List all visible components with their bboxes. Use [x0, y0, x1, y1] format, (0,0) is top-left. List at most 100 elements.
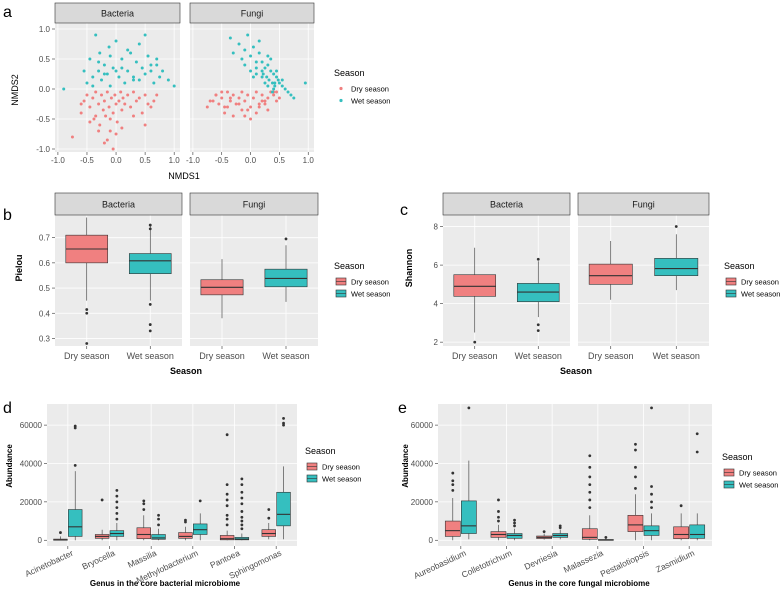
box-outlier [588, 454, 592, 458]
box-outlier [497, 498, 500, 502]
box-outlier [198, 499, 202, 503]
legend-label-dry: Dry season [351, 278, 389, 287]
x-tick-label: 0.5 [140, 156, 152, 165]
scatter-point [270, 81, 274, 85]
scatter-point [85, 81, 89, 85]
panel-letter-b: b [3, 207, 12, 224]
legend-label-wet: Wet season [351, 290, 390, 299]
legend-title: Season [305, 446, 336, 456]
x-tick-label: Acinetobacter [23, 548, 74, 579]
panel-background [190, 23, 314, 152]
legend-label-wet: Wet season [351, 97, 390, 106]
box-outlier [588, 490, 592, 494]
x-tick-label: Dry season [64, 351, 110, 361]
scatter-point [97, 60, 101, 64]
box-outlier [451, 479, 455, 483]
boxplot [151, 513, 166, 541]
box-outlier [451, 471, 455, 475]
box-outlier [536, 323, 540, 327]
scatter-point [251, 96, 255, 100]
box-iqr [136, 527, 151, 540]
scatter-point [91, 75, 95, 79]
box-outlier [240, 490, 244, 494]
x-tick-label: -1.0 [51, 156, 65, 165]
scatter-point [266, 63, 270, 67]
scatter-point [292, 96, 296, 100]
box-outlier [115, 500, 119, 504]
scatter-point [261, 72, 265, 76]
scatter-point [283, 87, 287, 91]
box-outlier [115, 517, 119, 521]
scatter-series [70, 90, 159, 151]
y-tick-label: 0.0 [39, 85, 51, 94]
boxplot [193, 499, 208, 541]
scatter-point [231, 93, 235, 97]
boxplot [53, 531, 68, 541]
scatter-series [228, 33, 307, 100]
scatter-point [260, 99, 264, 103]
facet-strip [189, 2, 315, 24]
scatter-point [246, 93, 250, 97]
scatter-point [243, 114, 247, 118]
box-outlier [142, 502, 146, 506]
box-outlier [157, 517, 160, 521]
panel-letter-e: e [398, 400, 407, 417]
box-outlier [100, 498, 104, 502]
boxplot [264, 237, 308, 302]
scatter-point [231, 51, 235, 55]
box-iqr [588, 263, 633, 285]
scatter-point [131, 75, 135, 79]
box-outlier [536, 257, 540, 261]
box-outlier [115, 494, 119, 498]
box-outlier [473, 340, 477, 344]
x-tick-label: Dry season [452, 351, 498, 361]
y-tick-label: 0 [429, 536, 434, 545]
facet-strip [54, 192, 183, 216]
scatter-point [137, 96, 141, 100]
scatter-point [155, 93, 159, 97]
scatter-point [275, 90, 279, 94]
box-outlier [225, 513, 229, 517]
scatter-point [79, 111, 83, 115]
panel-background [438, 404, 712, 546]
box-outlier [240, 527, 244, 531]
box-outlier [634, 448, 637, 452]
scatter-point [92, 117, 96, 121]
scatter-point [126, 93, 130, 97]
scatter-point [214, 93, 218, 97]
box-outlier [284, 237, 288, 241]
scatter-point [246, 108, 250, 112]
scatter-point [82, 69, 86, 73]
scatter-point [114, 69, 118, 73]
box-outlier [225, 433, 229, 437]
scatter-point [225, 105, 229, 109]
scatter-point [269, 69, 273, 73]
box-outlier [142, 508, 146, 511]
scatter-point [266, 54, 270, 58]
box-outlier [240, 496, 244, 500]
box-outlier [73, 424, 77, 428]
x-axis-title: Genus in the core bacterial microbiome [90, 579, 241, 588]
boxplot [461, 406, 477, 540]
panel-background [55, 215, 182, 346]
scatter-point [88, 120, 92, 124]
scatter-point [152, 99, 156, 103]
box-outlier [650, 406, 653, 410]
scatter-point [70, 135, 74, 139]
scatter-point [134, 99, 138, 103]
scatter-point [205, 105, 209, 109]
x-tick-label: 0.0 [110, 156, 122, 165]
y-tick-label: 8 [434, 223, 439, 232]
x-axis-title: Season [170, 366, 202, 376]
scatter-point [111, 111, 115, 115]
boxplot [453, 247, 497, 344]
scatter-point [97, 69, 101, 73]
scatter-point [97, 129, 101, 133]
scatter-point [137, 78, 141, 82]
scatter-point [237, 42, 241, 46]
boxplot [68, 424, 83, 541]
scatter-point [108, 54, 112, 58]
x-tick-label: Dry season [199, 351, 245, 361]
scatter-point [143, 33, 147, 37]
scatter-point [240, 108, 244, 112]
